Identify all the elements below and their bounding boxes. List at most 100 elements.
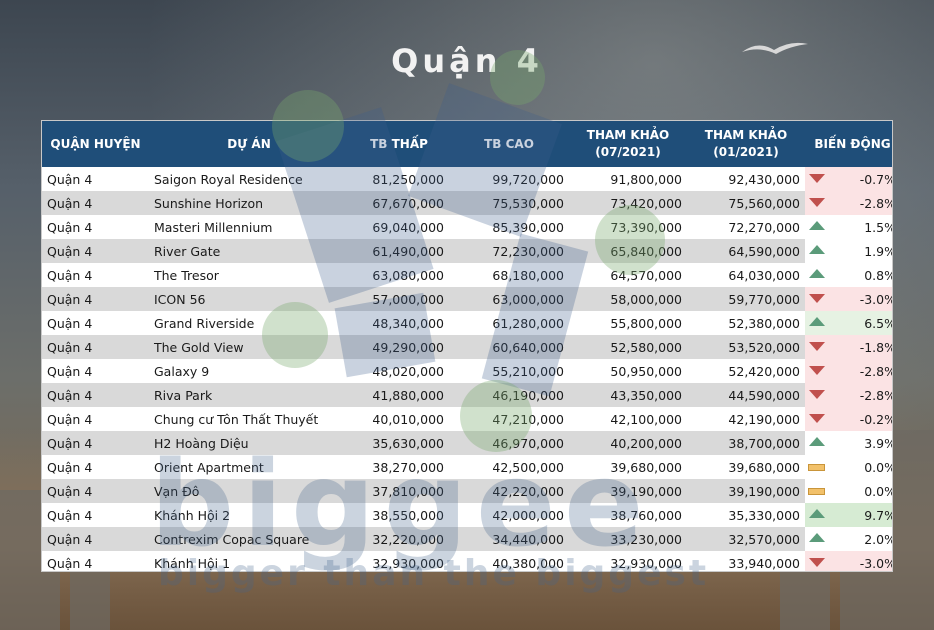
triangle-up-icon [809,317,825,326]
header-change: BIẾN ĐỘNG [805,121,892,167]
triangle-down-icon [809,558,825,567]
cell-low: 48,020,000 [349,359,449,383]
cell-change: -1.8% [805,335,893,359]
cell-project: Saigon Royal Residence [149,167,349,191]
change-value: 6.5% [864,315,893,331]
cell-ref-07-2021: 42,100,000 [569,407,687,431]
cell-change: -3.0% [805,287,893,311]
cell-change: -0.2% [805,407,893,431]
cell-low: 69,040,000 [349,215,449,239]
cell-ref-01-2021: 64,030,000 [687,263,805,287]
cell-ref-07-2021: 58,000,000 [569,287,687,311]
cell-ref-01-2021: 59,770,000 [687,287,805,311]
cell-ref-07-2021: 32,930,000 [569,551,687,571]
cell-low: 40,010,000 [349,407,449,431]
cell-change: -2.8% [805,383,892,407]
header-ref-07-line1: THAM KHẢO [586,128,670,142]
cell-ref-07-2021: 73,390,000 [569,215,687,239]
cell-high: 72,230,000 [449,239,569,263]
cell-high: 60,640,000 [449,335,569,359]
cell-district: Quận 4 [42,335,149,359]
cell-change: -0.7% [805,167,892,191]
cell-ref-07-2021: 39,190,000 [569,479,687,503]
header-high: TB CAO [449,121,569,167]
cell-district: Quận 4 [42,455,149,479]
cell-change: 0.0% [805,479,892,503]
cell-district: Quận 4 [42,527,149,551]
cell-ref-01-2021: 92,430,000 [687,167,805,191]
cell-project: Khánh Hội 2 [149,503,349,527]
change-value: -0.2% [859,411,893,427]
cell-ref-01-2021: 32,570,000 [687,527,805,551]
cell-change: 6.5% [805,311,893,335]
cell-project: The Tresor [149,263,349,287]
cell-change: 1.5% [805,215,892,239]
cell-change: 9.7% [805,503,893,527]
cell-district: Quận 4 [42,263,149,287]
cell-ref-01-2021: 52,420,000 [687,359,805,383]
cell-high: 46,190,000 [449,383,569,407]
cell-high: 61,280,000 [449,311,569,335]
cell-change: -2.8% [805,359,893,383]
change-value: 0.0% [864,459,893,475]
cell-ref-07-2021: 55,800,000 [569,311,687,335]
table-row: Quận 4 Chung cư Tôn Thất Thuyết 40,010,000… [42,407,893,431]
cell-high: 42,000,000 [449,503,569,527]
cell-ref-01-2021: 33,940,000 [687,551,805,571]
cell-high: 85,390,000 [449,215,569,239]
cell-project: Masteri Millennium [149,215,349,239]
triangle-up-icon [809,269,825,278]
cell-district: Quận 4 [42,479,149,503]
flat-bar-icon [808,488,825,495]
change-value: -2.8% [859,195,893,211]
triangle-down-icon [809,366,825,375]
cell-project: Grand Riverside [149,311,349,335]
cell-district: Quận 4 [42,167,149,191]
cell-change: -3.0% [805,551,892,571]
cell-ref-07-2021: 50,950,000 [569,359,687,383]
cell-high: 34,440,000 [449,527,569,551]
triangle-up-icon [809,221,825,230]
cell-high: 75,530,000 [449,191,569,215]
cell-district: Quận 4 [42,551,149,571]
cell-district: Quận 4 [42,191,149,215]
cell-low: 32,220,000 [349,527,449,551]
table-header-row: QUẬN HUYỆN DỰ ÁN TB THẤP TB CAO THAM KHẢ… [42,121,892,167]
cell-project: River Gate [149,239,349,263]
cell-high: 40,380,000 [449,551,569,571]
cell-low: 35,630,000 [349,431,449,455]
triangle-down-icon [809,174,825,183]
cell-ref-01-2021: 42,190,000 [687,407,805,431]
triangle-up-icon [809,509,825,518]
cell-project: The Gold View [149,335,349,359]
cell-ref-07-2021: 73,420,000 [569,191,687,215]
cell-high: 68,180,000 [449,263,569,287]
table-row: Quận 4 Orient Apartment 38,270,000 42,500,0… [42,455,893,479]
cell-ref-07-2021: 43,350,000 [569,383,687,407]
triangle-down-icon [809,342,825,351]
change-value: 1.9% [864,243,893,259]
triangle-down-icon [809,390,825,399]
cell-low: 37,810,000 [349,479,449,503]
change-value: 9.7% [864,507,893,523]
change-value: -3.0% [859,291,893,307]
cell-high: 42,500,000 [449,455,569,479]
cell-ref-07-2021: 38,760,000 [569,503,687,527]
cell-low: 49,290,000 [349,335,449,359]
cell-low: 41,880,000 [349,383,449,407]
cell-low: 32,930,000 [349,551,449,571]
cell-low: 63,080,000 [349,263,449,287]
cell-project: Orient Apartment [149,455,349,479]
cell-ref-07-2021: 52,580,000 [569,335,687,359]
cell-ref-07-2021: 65,840,000 [569,239,687,263]
table-row: Quận 4 Masteri Millennium 69,040,000 85,390… [42,215,892,239]
cell-project: Galaxy 9 [149,359,349,383]
cell-ref-01-2021: 53,520,000 [687,335,805,359]
change-value: -1.8% [859,339,893,355]
triangle-up-icon [809,245,825,254]
cell-district: Quận 4 [42,407,149,431]
cell-high: 46,970,000 [449,431,569,455]
change-value: -2.8% [859,363,893,379]
cell-district: Quận 4 [42,287,149,311]
cell-ref-01-2021: 39,680,000 [687,455,805,479]
